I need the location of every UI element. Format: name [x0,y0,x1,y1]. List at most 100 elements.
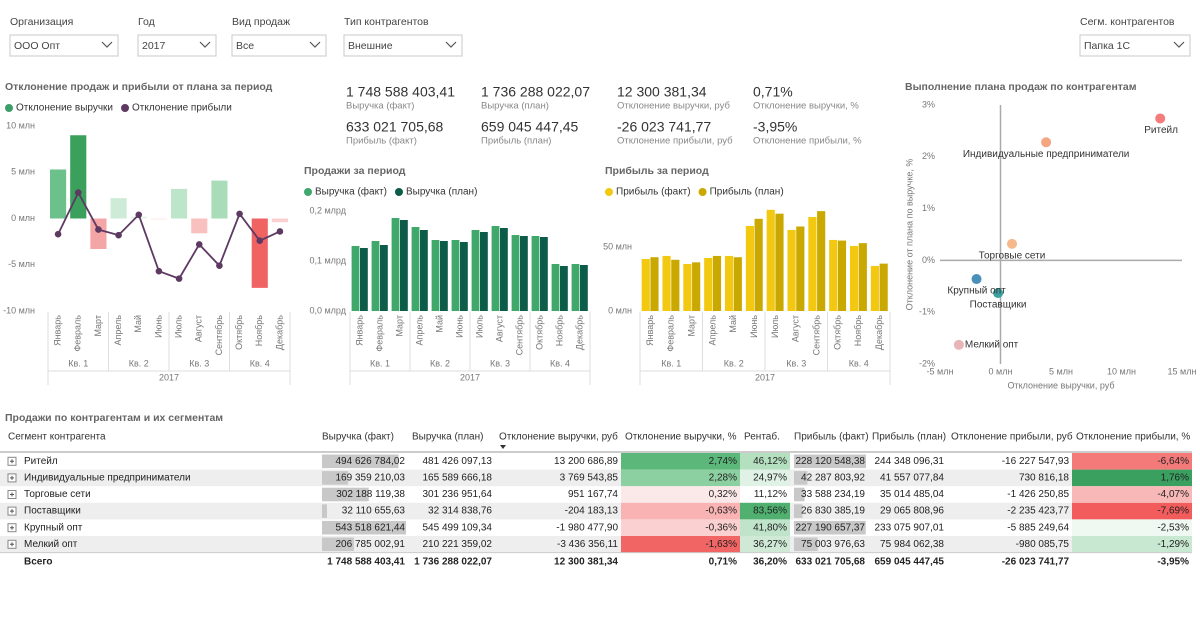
cell-background [740,469,790,487]
dropdown[interactable] [9,34,119,57]
cell-text: -2,53% [1157,522,1189,533]
cell-text: Крупный опт [24,522,83,533]
filter[interactable]: Тип контрагентов Внешние [343,16,463,57]
column-header[interactable]: Отклонение выручки, % [625,432,737,443]
bar [745,225,754,311]
total-cell: 36,20% [753,557,787,568]
legend-swatch [394,188,403,196]
kpi-label: Отклонение выручки, % [753,101,859,112]
bar [110,198,127,219]
column-header[interactable]: Отклонение прибыли, руб [951,431,1073,443]
legend-swatch [605,188,613,196]
bar [251,218,268,288]
cell-text: 227 190 657,37 [795,522,865,533]
point-label: Ритейл [1144,125,1178,136]
x-tick-label: Декабрь [874,315,884,350]
column-header[interactable]: Рентаб. [744,431,780,443]
column-header[interactable]: Прибыль (факт) [794,431,869,443]
legend-label: Прибыль (факт) [616,186,691,198]
data-bar [794,520,866,535]
bar [520,236,528,311]
cell-text: 545 499 109,34 [422,522,492,533]
cell-text: 951 167,74 [568,489,618,500]
bar [712,255,722,311]
chevron [101,41,113,48]
line-marker [175,275,183,282]
y-tick-label: -1% [919,307,935,317]
y-tick-label: 0 млн [608,305,632,315]
column-header[interactable]: Прибыль (план) [872,431,946,443]
dropdown[interactable] [343,34,463,57]
x-tick-label: Октябрь [534,315,544,350]
column-header[interactable]: Выручка (факт) [322,431,394,443]
column-header[interactable]: Отклонение прибыли, % [1076,431,1190,443]
y-tick-label: 10 млн [6,120,35,130]
legend-swatch [5,104,13,112]
x-tick-label: Июль [770,315,780,338]
table-row: Индивидуальные предприниматели 169 359 21… [0,469,1192,487]
x-tick-label: Июль [173,315,183,338]
chart-title: Продажи за период [304,165,406,177]
x-tick-label: 15 млн [1168,366,1197,376]
kpi-value: -3,95% [753,119,797,135]
cell-text: Поставщики [24,506,81,517]
kpi-label: Отклонение прибыли, % [753,136,862,147]
dropdown[interactable] [231,34,327,57]
filter[interactable]: Год 2017 [137,16,217,57]
kpi-label: Прибыль (план) [481,136,551,147]
x-tick-label: Май [133,315,143,333]
column-header[interactable]: Сегмент контрагента [8,432,106,443]
total-cell: 1 748 588 403,41 [327,557,405,568]
expand-plus [10,492,14,497]
expand-plus [10,509,14,514]
column-header[interactable]: Отклонение выручки, руб [499,431,618,443]
bar [733,257,742,311]
column-header[interactable]: Выручка (план) [412,432,483,443]
filter[interactable]: Организация ООО Опт [9,16,119,57]
cell-text: 26 830 385,19 [801,506,865,517]
x-tick-label: 5 млн [1049,366,1073,376]
filter-label: Вид продаж [232,16,290,28]
bar [817,211,826,311]
bar [271,218,288,223]
filter[interactable]: Сегм. контрагентов Папка 1С [1079,16,1191,57]
x-tick-label: Январь [354,315,364,346]
y-tick-label: 0 млн [11,213,35,223]
chevron [199,41,211,48]
cell-text: 210 221 359,02 [422,539,492,550]
cell-text: 165 589 666,18 [422,473,492,484]
x-tick-label: -5 млн [927,366,954,376]
dropdown-value: Папка 1С [1084,40,1130,52]
cell-background [740,486,790,503]
cell-text: Ритейл [24,456,58,467]
table-row: Крупный опт 543 518 621,44 545 499 109,34 -… [7,519,1192,536]
row-stripe [0,469,1192,487]
bar [837,240,847,311]
data-bar [322,487,369,502]
line-marker [236,210,243,218]
x-tick-label: Июнь [454,315,464,338]
filter[interactable]: Вид продаж Все [231,16,327,57]
x-tick-label: Октябрь [832,315,842,350]
cell-background [621,469,740,487]
cell-text: 169 359 210,03 [335,473,405,484]
bar [50,169,67,219]
cell-background [1072,486,1192,503]
dropdown[interactable] [137,34,217,57]
year-label: 2017 [755,372,775,382]
group-label: Кв. 2 [129,358,149,368]
chart-title: Отклонение продаж и прибыли от плана за … [5,81,273,93]
cell-text: 302 188 119,38 [336,489,405,500]
total-cell: -26 023 741,77 [1002,557,1070,568]
group-label: Кв. 4 [550,358,570,368]
cell-text: 11,12% [754,489,787,500]
kpi-label: Выручка (факт) [346,101,414,112]
bar [850,245,859,311]
cell-text: -3 436 356,11 [557,539,618,550]
group-label: Кв. 3 [786,358,806,368]
kpi-value: 1 736 288 022,07 [481,84,590,100]
bar [440,241,448,311]
point-label: Поставщики [970,300,1027,311]
legend-swatch [121,104,130,112]
dropdown[interactable] [1079,34,1191,57]
